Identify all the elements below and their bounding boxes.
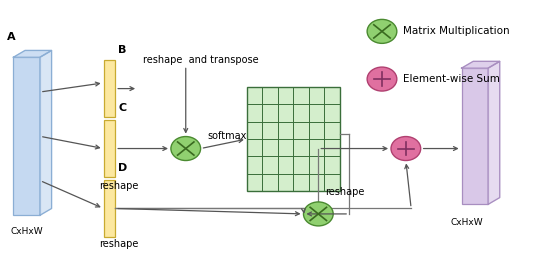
Polygon shape	[462, 61, 500, 68]
Text: A: A	[7, 32, 16, 42]
Bar	[14, 57, 40, 215]
Bar	[104, 60, 115, 117]
Text: reshape: reshape	[99, 181, 138, 191]
Ellipse shape	[367, 67, 397, 91]
Text: softmax: softmax	[207, 131, 246, 141]
Polygon shape	[488, 61, 500, 204]
Text: reshape  and transpose: reshape and transpose	[143, 55, 259, 65]
Text: CxHxW: CxHxW	[450, 218, 483, 227]
Text: D: D	[118, 163, 127, 173]
Ellipse shape	[391, 136, 421, 160]
Text: Element-wise Sum: Element-wise Sum	[403, 74, 500, 84]
Polygon shape	[40, 50, 52, 215]
Text: C: C	[118, 103, 126, 113]
Bar	[104, 120, 115, 177]
Polygon shape	[14, 50, 52, 57]
Ellipse shape	[367, 19, 397, 43]
Bar	[104, 180, 115, 237]
Bar	[462, 68, 488, 204]
Text: Matrix Multiplication: Matrix Multiplication	[403, 26, 510, 36]
Text: reshape: reshape	[325, 187, 364, 197]
Text: B: B	[118, 46, 127, 55]
Ellipse shape	[303, 202, 333, 226]
Ellipse shape	[171, 136, 200, 160]
Text: reshape: reshape	[99, 239, 138, 249]
Text: CxHxW: CxHxW	[10, 227, 43, 236]
Bar	[247, 87, 340, 191]
